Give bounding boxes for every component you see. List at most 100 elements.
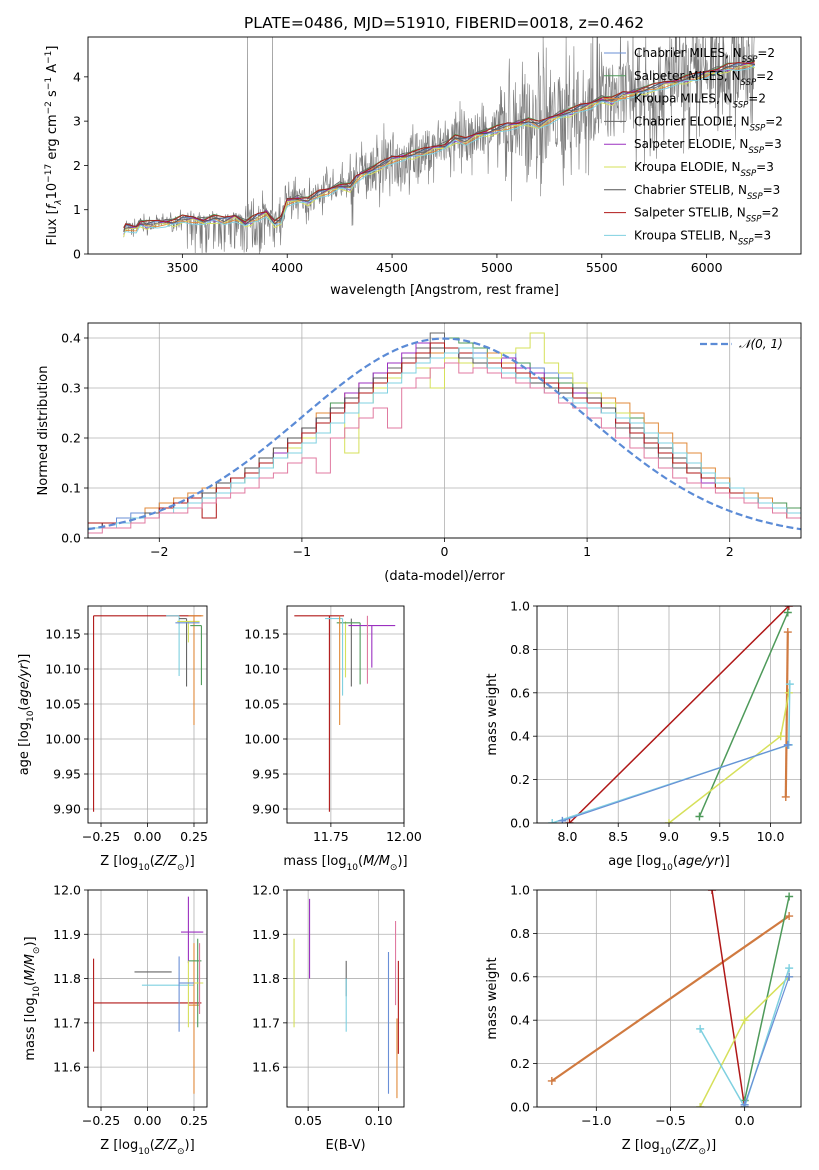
x-tick-label: 12.00: [386, 829, 422, 844]
weight-plot-area: [548, 606, 794, 823]
y-axis-label: age [log10(age/yr)]: [17, 654, 36, 776]
y-tick-label: 0: [73, 247, 81, 262]
x-tick-label: 0.00: [134, 1113, 162, 1128]
errorbar-point: [177, 620, 200, 643]
legend-entry: Kroupa STELIB, NSSP=3: [634, 228, 771, 247]
axis-ticks: 3500 4000 4500 5000 5500 6000 0 1 2 3 4: [73, 69, 723, 275]
y-tick-label: 10.00: [45, 732, 81, 747]
axis-ticks: −2 −1 0 1 2 0.0 0.1 0.2 0.3 0.4: [61, 331, 734, 560]
y-tick-label: 1.0: [510, 599, 530, 614]
x-tick-label: 0.25: [180, 1113, 208, 1128]
legend: Chabrier MILES, NSSP=2 Salpeter MILES, NS…: [604, 46, 783, 247]
errorbar-point: [166, 615, 180, 676]
axis-ticks: 0.05 0.10 11.6 11.7 11.8 11.9 12.0: [252, 883, 392, 1129]
y-tick-label: 11.9: [252, 927, 280, 942]
y-tick-label: 10.10: [244, 662, 280, 677]
y-tick-label: 10.15: [244, 627, 280, 642]
errorbar-plot-area: [93, 896, 204, 1094]
x-tick-label: 0.00: [134, 829, 162, 844]
y-tick-label: 0.6: [510, 969, 530, 984]
x-tick-label: 0.25: [180, 829, 208, 844]
y-tick-label: 0.0: [61, 531, 81, 546]
weight-marker: [548, 819, 557, 823]
y-tick-label: 2: [73, 158, 81, 173]
x-tick-label: 0.05: [294, 1113, 322, 1128]
legend-entry: Chabrier STELIB, NSSP=3: [634, 183, 780, 202]
x-axis-label: E(B-V): [325, 1138, 365, 1153]
x-tick-label: −0.25: [82, 829, 120, 844]
axis-ticks: 8.0 8.5 9.0 9.5 10.0 0.0 0.2 0.4 0.6 0.8 1.0: [510, 599, 784, 845]
weight-marker: [783, 740, 792, 749]
x-tick-label: 0.10: [365, 1113, 393, 1128]
model-spectrum-line: [123, 61, 756, 229]
y-tick-label: 0.2: [510, 772, 530, 787]
errorbar-plot-area: [294, 615, 396, 812]
x-axis-label: mass [log10(M/M⊙)]: [283, 854, 407, 873]
y-tick-label: 0.4: [61, 331, 81, 346]
x-tick-label: 10.0: [757, 829, 785, 844]
y-tick-label: 10.05: [244, 697, 280, 712]
weight-line: [551, 684, 791, 823]
legend-entry: Salpeter MILES, NSSP=2: [634, 69, 774, 88]
weight-line: [698, 612, 789, 817]
x-axis-label: wavelength [Angstrom, rest frame]: [330, 283, 559, 298]
errorbar-point: [93, 615, 202, 812]
y-tick-label: 11.6: [252, 1060, 280, 1075]
y-tick-label: 0.2: [510, 1056, 530, 1071]
errorbar-point: [188, 615, 204, 725]
y-tick-label: 3: [73, 114, 81, 129]
x-axis-label: Z [log10(Z/Z⊙)]: [100, 854, 194, 873]
x-tick-label: 4500: [376, 260, 408, 275]
y-tick-label: 11.6: [53, 1060, 81, 1075]
age-vs-metallicity-panel: −0.25 0.00 0.25 9.90 9.95 10.00 10.05 10.10 10.1…: [17, 605, 208, 873]
x-tick-label: 0.0: [735, 1113, 755, 1128]
errorbar-point: [178, 956, 194, 1032]
y-axis-label: Flux [fλ10−17 erg cm−2 s−1 A−1]: [44, 46, 64, 246]
histogram-step: [88, 347, 801, 538]
mass-vs-metallicity-panel: −0.25 0.00 0.25 11.6 11.7 11.8 11.9 12.0 Z [log1…: [23, 883, 208, 1158]
weight-line: [699, 967, 790, 1107]
weight-marker: [696, 1103, 705, 1107]
weight-marker: [785, 972, 794, 981]
y-tick-label: 10.05: [45, 697, 81, 712]
weight-marker: [776, 732, 785, 741]
weight-marker: [547, 1076, 556, 1085]
grid-lines: [88, 889, 207, 1107]
axes-frame: [87, 889, 208, 1108]
y-tick-label: 0.3: [61, 381, 81, 396]
x-axis-label: Z [log10(Z/Z⊙)]: [622, 1138, 716, 1157]
weight-marker: [665, 819, 673, 823]
x-tick-label: −0.5: [655, 1113, 685, 1128]
weight-line: [551, 915, 790, 1082]
y-tick-label: 0.1: [61, 481, 81, 496]
legend-entry: Kroupa MILES, NSSP=2: [634, 92, 766, 111]
axes-frame: [87, 605, 208, 824]
y-axis-label: Normed distribution: [36, 366, 51, 496]
weight-line: [568, 606, 790, 823]
axis-ticks: −1.0 −0.5 0.0 0.0 0.2 0.4 0.6 0.8 1.0: [510, 883, 755, 1129]
y-tick-label: 0.2: [61, 431, 81, 446]
weight-marker: [785, 964, 794, 973]
y-tick-label: 11.7: [53, 1015, 81, 1030]
weight-line: [784, 631, 789, 798]
weight-vs-metallicity-panel: −1.0 −0.5 0.0 0.0 0.2 0.4 0.6 0.8 1.0 Z [log10(Z/…: [485, 883, 802, 1157]
y-tick-label: 12.0: [53, 883, 81, 898]
weight-marker: [696, 1024, 705, 1033]
weight-marker: [783, 628, 792, 637]
y-axis-label: mass [log10(M/M⊙)]: [23, 936, 42, 1060]
errorbar-point: [190, 625, 202, 686]
model-spectrum-line: [123, 62, 755, 232]
y-tick-label: 9.95: [252, 767, 280, 782]
axis-ticks: −0.25 0.00 0.25 11.6 11.7 11.8 11.9 12.0: [53, 883, 208, 1129]
errorbar-point: [348, 625, 396, 668]
errorbar-point: [294, 615, 345, 812]
x-tick-label: 9.5: [710, 829, 730, 844]
axes-frame: [536, 605, 802, 824]
y-tick-label: 0.6: [510, 685, 530, 700]
weight-marker: [558, 816, 567, 823]
spectrum-panel: 3500 4000 4500 5000 5500 6000 0 1 2 3 4 wavelength …: [44, 36, 802, 298]
axes-frame: [286, 605, 405, 824]
y-tick-label: 11.8: [53, 971, 81, 986]
model-spectrum-line: [123, 65, 756, 234]
x-tick-label: 2: [726, 544, 734, 559]
